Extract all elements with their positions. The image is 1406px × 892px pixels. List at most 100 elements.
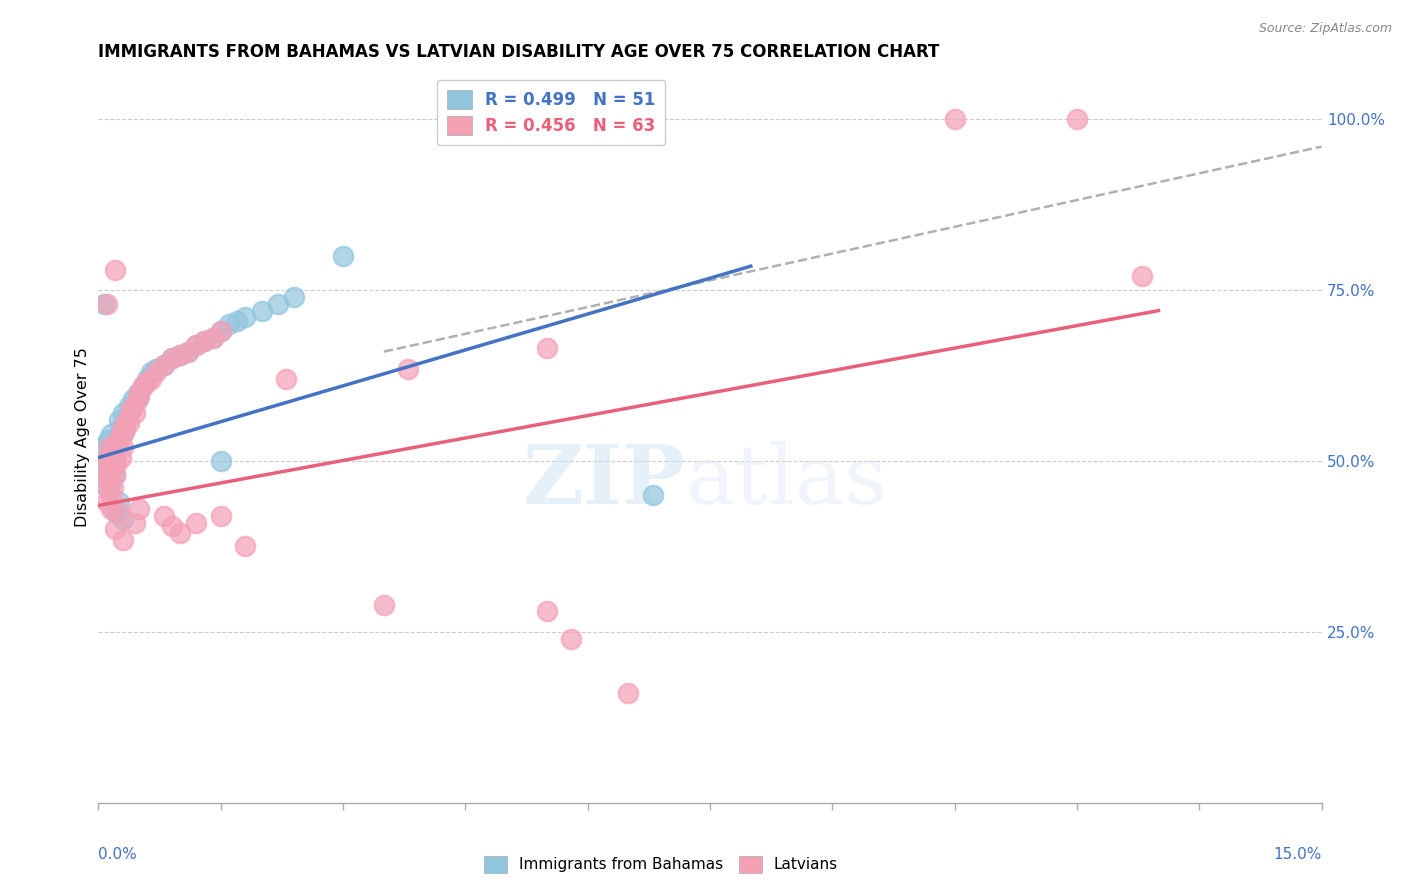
Point — [91, 440, 114, 454]
Point — [141, 365, 163, 379]
Point — [536, 604, 558, 618]
Point — [101, 437, 124, 451]
Point — [332, 249, 354, 263]
Point — [127, 385, 149, 400]
Point — [136, 376, 159, 390]
Text: IMMIGRANTS FROM BAHAMAS VS LATVIAN DISABILITY AGE OVER 75 CORRELATION CHART: IMMIGRANTS FROM BAHAMAS VS LATVIAN DISAB… — [98, 44, 939, 62]
Point — [104, 467, 127, 482]
Point — [110, 420, 132, 434]
Text: atlas: atlas — [686, 441, 887, 521]
Point — [145, 365, 167, 379]
Point — [124, 396, 146, 410]
Point — [111, 406, 134, 420]
Point — [128, 389, 150, 403]
Point — [128, 501, 150, 516]
Point — [120, 402, 142, 417]
Point — [274, 372, 297, 386]
Point — [91, 460, 114, 475]
Point — [105, 458, 128, 472]
Point — [169, 348, 191, 362]
Point — [100, 488, 122, 502]
Point — [104, 522, 127, 536]
Point — [186, 338, 208, 352]
Point — [209, 508, 232, 523]
Point — [396, 361, 419, 376]
Point — [373, 598, 395, 612]
Point — [110, 426, 132, 441]
Point — [152, 359, 174, 373]
Point — [641, 488, 664, 502]
Point — [115, 409, 138, 424]
Point — [100, 501, 122, 516]
Point — [145, 361, 167, 376]
Point — [100, 464, 122, 478]
Legend: Immigrants from Bahamas, Latvians: Immigrants from Bahamas, Latvians — [478, 849, 844, 880]
Point — [97, 434, 120, 448]
Point — [101, 458, 124, 472]
Point — [169, 525, 191, 540]
Point — [105, 437, 128, 451]
Point — [94, 464, 117, 478]
Point — [111, 440, 134, 454]
Point — [104, 447, 127, 461]
Point — [104, 262, 127, 277]
Point — [121, 392, 143, 407]
Point — [233, 310, 256, 325]
Point — [96, 495, 118, 509]
Point — [160, 351, 183, 366]
Point — [1066, 112, 1088, 127]
Point — [193, 334, 215, 349]
Point — [132, 379, 155, 393]
Point — [118, 417, 141, 431]
Point — [160, 351, 183, 366]
Point — [114, 423, 136, 437]
Point — [141, 372, 163, 386]
Text: 0.0%: 0.0% — [98, 847, 138, 862]
Text: ZIP: ZIP — [523, 441, 686, 521]
Text: Source: ZipAtlas.com: Source: ZipAtlas.com — [1258, 22, 1392, 36]
Point — [111, 533, 134, 547]
Point — [104, 505, 127, 519]
Point — [108, 434, 131, 448]
Y-axis label: Disability Age Over 75: Disability Age Over 75 — [75, 347, 90, 527]
Point — [233, 540, 256, 554]
Point — [96, 297, 118, 311]
Point — [152, 359, 174, 373]
Point — [267, 297, 290, 311]
Point — [209, 324, 232, 338]
Point — [114, 417, 136, 431]
Point — [218, 318, 240, 332]
Point — [201, 331, 224, 345]
Point — [617, 686, 640, 700]
Point — [201, 331, 224, 345]
Point — [132, 379, 155, 393]
Point — [97, 471, 120, 485]
Point — [560, 632, 582, 646]
Point — [94, 478, 117, 492]
Point — [101, 447, 124, 461]
Point — [177, 344, 200, 359]
Point — [193, 334, 215, 349]
Text: 15.0%: 15.0% — [1274, 847, 1322, 862]
Point — [96, 454, 118, 468]
Point — [100, 426, 122, 441]
Point — [96, 481, 118, 495]
Point — [124, 516, 146, 530]
Point — [115, 413, 138, 427]
Point — [283, 290, 305, 304]
Point — [186, 338, 208, 352]
Point — [160, 519, 183, 533]
Point — [104, 454, 127, 468]
Point — [136, 372, 159, 386]
Point — [536, 341, 558, 355]
Point — [1130, 269, 1153, 284]
Point — [209, 454, 232, 468]
Point — [108, 505, 131, 519]
Point — [98, 443, 121, 458]
Point — [96, 450, 118, 465]
Point — [121, 400, 143, 414]
Point — [120, 402, 142, 417]
Point — [127, 392, 149, 407]
Point — [124, 406, 146, 420]
Point — [186, 516, 208, 530]
